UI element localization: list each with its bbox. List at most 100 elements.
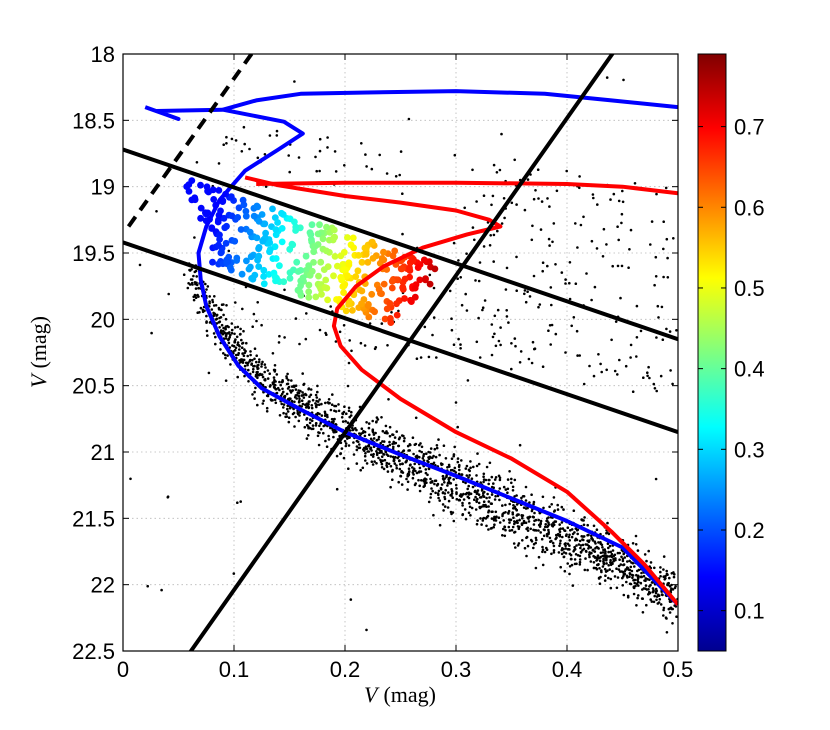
field-star [255, 403, 259, 407]
selected-star [358, 287, 366, 295]
field-star [297, 400, 301, 404]
field-star [528, 515, 532, 519]
field-star [253, 390, 256, 394]
field-star [442, 509, 445, 512]
field-star [556, 532, 560, 536]
field-star [560, 552, 564, 556]
field-star [344, 442, 348, 445]
field-star [533, 511, 536, 515]
field-star [385, 465, 389, 469]
field-star [324, 401, 327, 405]
selected-star [380, 248, 387, 256]
field-star [534, 536, 538, 540]
field-star [510, 367, 513, 371]
field-star [654, 255, 658, 259]
field-star [457, 472, 461, 476]
field-star [437, 493, 440, 497]
selected-star [305, 281, 313, 289]
field-star [236, 341, 240, 344]
field-star [650, 220, 654, 223]
field-star [377, 456, 380, 460]
field-star [352, 428, 355, 431]
field-star [468, 469, 472, 473]
selected-star [239, 196, 247, 204]
field-star [539, 519, 543, 523]
field-star [401, 462, 404, 466]
field-star [548, 244, 551, 247]
field-star [286, 372, 289, 376]
field-star [343, 439, 347, 443]
field-star [463, 508, 467, 511]
field-star [460, 303, 464, 307]
field-star [423, 325, 427, 329]
field-star [574, 282, 578, 286]
field-star [477, 493, 481, 497]
field-star [576, 554, 580, 557]
field-star [485, 524, 488, 528]
field-star [669, 369, 672, 372]
field-star [597, 576, 601, 580]
field-star [500, 222, 504, 225]
field-star [582, 523, 586, 527]
field-star [501, 513, 504, 516]
field-star [234, 139, 238, 142]
field-star [478, 356, 482, 359]
field-star [364, 452, 367, 455]
field-star [480, 523, 483, 526]
field-star [230, 328, 234, 332]
field-star [493, 498, 497, 501]
field-star [314, 422, 318, 425]
field-star [573, 547, 577, 551]
field-star [646, 371, 649, 375]
field-star [398, 459, 401, 462]
field-star [502, 527, 505, 531]
field-star [347, 444, 351, 447]
field-star [596, 554, 600, 557]
field-star [262, 399, 265, 403]
field-star [510, 201, 514, 205]
field-star [300, 405, 304, 408]
field-star [378, 153, 382, 157]
field-star [620, 221, 623, 225]
field-star [294, 415, 297, 419]
field-star [206, 285, 210, 288]
field-star [289, 391, 293, 394]
field-star [331, 393, 334, 396]
field-star [365, 462, 369, 465]
field-star [340, 447, 344, 450]
field-star [490, 493, 494, 496]
field-star [423, 477, 427, 481]
field-star [206, 334, 209, 337]
selected-star [260, 280, 268, 288]
field-star [229, 363, 232, 366]
field-star [573, 558, 577, 561]
field-star [413, 483, 417, 487]
field-star [270, 399, 273, 402]
field-star [675, 329, 678, 332]
isochrone-blue-branch [222, 89, 678, 112]
field-star [415, 357, 419, 361]
field-star [467, 492, 471, 495]
field-star [660, 305, 664, 309]
field-star [204, 282, 207, 286]
field-star [568, 548, 571, 551]
field-star [323, 414, 327, 418]
field-star [560, 521, 564, 524]
field-star [636, 574, 640, 578]
field-star [591, 193, 595, 196]
field-star [674, 585, 677, 588]
field-star [222, 326, 225, 330]
field-star [578, 558, 582, 561]
field-star [199, 306, 203, 310]
field-star [653, 283, 656, 287]
selected-star [314, 230, 322, 238]
field-star [508, 470, 511, 473]
selected-star [278, 225, 286, 232]
field-star [637, 594, 640, 597]
field-star [574, 553, 578, 556]
field-star [582, 382, 586, 386]
field-star [393, 442, 396, 445]
field-star [620, 212, 624, 216]
field-star [281, 379, 284, 382]
field-star [513, 495, 516, 498]
